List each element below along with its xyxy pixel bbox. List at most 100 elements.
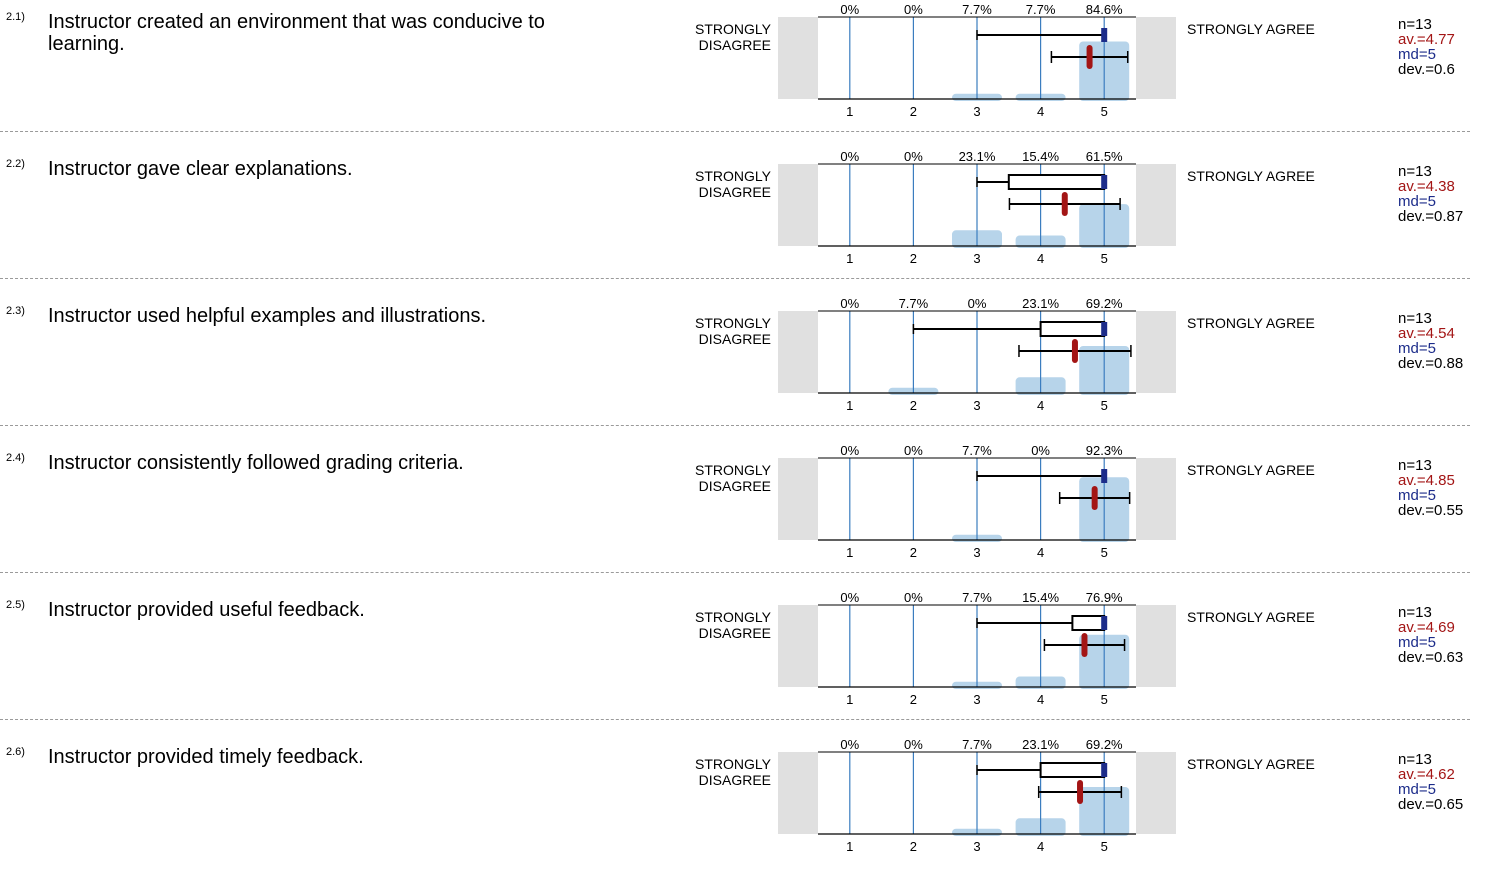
distribution-chart: 0% 0% 7.7% 15.4% 76.9% 1 2 3 4 5: [778, 590, 1176, 707]
question-text: Instructor consistently followed grading…: [48, 452, 464, 474]
stat-deviation: dev.=0.6: [1398, 61, 1455, 78]
scale-side-block-right: [1136, 17, 1176, 99]
stat-n: n=13: [1398, 604, 1432, 621]
percent-label-2: 7.7%: [899, 296, 929, 311]
scale-left-label: STRONGLY DISAGREE: [695, 21, 771, 53]
scale-side-block-right: [1136, 164, 1176, 246]
tick-label-4: 4: [1037, 104, 1044, 119]
stat-deviation: dev.=0.88: [1398, 355, 1464, 372]
question-text: Instructor created an environment that w…: [48, 11, 545, 55]
tick-label-2: 2: [910, 692, 917, 707]
tick-label-4: 4: [1037, 839, 1044, 854]
box-iqr: [1039, 321, 1106, 337]
question-row: 2.4) Instructor consistently followed gr…: [0, 441, 1497, 588]
scale-right-label: STRONGLY AGREE: [1187, 609, 1315, 625]
tick-label-3: 3: [973, 104, 980, 119]
distribution-chart: 0% 0% 7.7% 0% 92.3% 1 2 3 4 5: [778, 443, 1176, 560]
percent-label-3: 7.7%: [962, 590, 992, 605]
percent-label-4: 23.1%: [1022, 737, 1059, 752]
percent-label-1: 0%: [840, 443, 859, 458]
percent-label-3: 0%: [968, 296, 987, 311]
median-marker: [1101, 322, 1108, 336]
question-row: 2.3) Instructor used helpful examples an…: [0, 294, 1497, 441]
tick-label-2: 2: [910, 104, 917, 119]
question-text: Instructor provided useful feedback.: [48, 599, 365, 621]
tick-label-4: 4: [1037, 692, 1044, 707]
percent-label-5: 84.6%: [1086, 2, 1123, 17]
scale-side-block-right: [1136, 752, 1176, 834]
question-row: 2.5) Instructor provided useful feedback…: [0, 588, 1497, 735]
percent-label-2: 0%: [904, 149, 923, 164]
stat-average: av.=4.38: [1398, 178, 1455, 195]
question-number: 2.2): [6, 158, 25, 170]
tick-label-2: 2: [910, 251, 917, 266]
percent-label-4: 15.4%: [1022, 149, 1059, 164]
stat-deviation: dev.=0.87: [1398, 208, 1464, 225]
question-number: 2.6): [6, 746, 25, 758]
tick-label-5: 5: [1101, 104, 1108, 119]
distribution-chart: 0% 7.7% 0% 23.1% 69.2% 1 2 3 4 5: [778, 296, 1176, 413]
scale-side-block-left: [778, 752, 818, 834]
scale-right-label: STRONGLY AGREE: [1187, 315, 1315, 331]
question-text: Instructor gave clear explanations.: [48, 158, 353, 180]
tick-label-1: 1: [846, 839, 853, 854]
row-separator: [0, 719, 1470, 720]
median-marker: [1101, 616, 1108, 630]
percent-label-5: 76.9%: [1086, 590, 1123, 605]
scale-right-label: STRONGLY AGREE: [1187, 168, 1315, 184]
percent-label-2: 0%: [904, 443, 923, 458]
stats-block: n=13 av.=4.85 md=5 dev.=0.55: [1398, 458, 1463, 518]
mean-marker: [1071, 339, 1078, 363]
stat-median: md=5: [1398, 634, 1436, 651]
box-iqr: [1007, 174, 1106, 190]
tick-label-3: 3: [973, 398, 980, 413]
percent-label-4: 7.7%: [1026, 2, 1056, 17]
tick-label-4: 4: [1037, 398, 1044, 413]
percent-label-1: 0%: [840, 2, 859, 17]
percent-label-5: 92.3%: [1086, 443, 1123, 458]
scale-side-block-left: [778, 311, 818, 393]
mean-marker: [1077, 780, 1084, 804]
stat-median: md=5: [1398, 487, 1436, 504]
question-row: 2.1) Instructor created an environment t…: [0, 0, 1497, 147]
scale-right-label: STRONGLY AGREE: [1187, 462, 1315, 478]
percent-label-4: 0%: [1031, 443, 1050, 458]
mean-marker: [1061, 192, 1068, 216]
tick-label-3: 3: [973, 545, 980, 560]
stats-block: n=13 av.=4.54 md=5 dev.=0.88: [1398, 311, 1463, 371]
row-separator: [0, 131, 1470, 132]
median-marker: [1101, 28, 1108, 42]
stat-n: n=13: [1398, 457, 1432, 474]
stat-average: av.=4.85: [1398, 472, 1455, 489]
percent-label-5: 69.2%: [1086, 737, 1123, 752]
row-separator: [0, 278, 1470, 279]
tick-label-1: 1: [846, 692, 853, 707]
tick-label-2: 2: [910, 398, 917, 413]
percent-label-2: 0%: [904, 737, 923, 752]
scale-left-label: STRONGLY DISAGREE: [695, 756, 771, 788]
percent-label-3: 7.7%: [962, 443, 992, 458]
tick-label-1: 1: [846, 398, 853, 413]
tick-label-5: 5: [1101, 692, 1108, 707]
percent-label-1: 0%: [840, 590, 859, 605]
scale-side-block-left: [778, 605, 818, 687]
stat-n: n=13: [1398, 163, 1432, 180]
scale-right-label: STRONGLY AGREE: [1187, 21, 1315, 37]
scale-side-block-left: [778, 17, 818, 99]
tick-label-5: 5: [1101, 251, 1108, 266]
percent-label-4: 23.1%: [1022, 296, 1059, 311]
stat-deviation: dev.=0.63: [1398, 649, 1464, 666]
distribution-chart: 0% 0% 7.7% 7.7% 84.6% 1 2 3 4 5: [778, 2, 1176, 119]
stat-n: n=13: [1398, 16, 1432, 33]
stat-deviation: dev.=0.55: [1398, 502, 1464, 519]
percent-label-2: 0%: [904, 590, 923, 605]
question-text: Instructor provided timely feedback.: [48, 746, 364, 768]
stats-block: n=13 av.=4.69 md=5 dev.=0.63: [1398, 605, 1463, 665]
question-number: 2.4): [6, 452, 25, 464]
tick-label-5: 5: [1101, 839, 1108, 854]
percent-label-3: 7.7%: [962, 737, 992, 752]
mean-marker: [1091, 486, 1098, 510]
stat-median: md=5: [1398, 340, 1436, 357]
median-marker: [1101, 175, 1108, 189]
stat-median: md=5: [1398, 46, 1436, 63]
